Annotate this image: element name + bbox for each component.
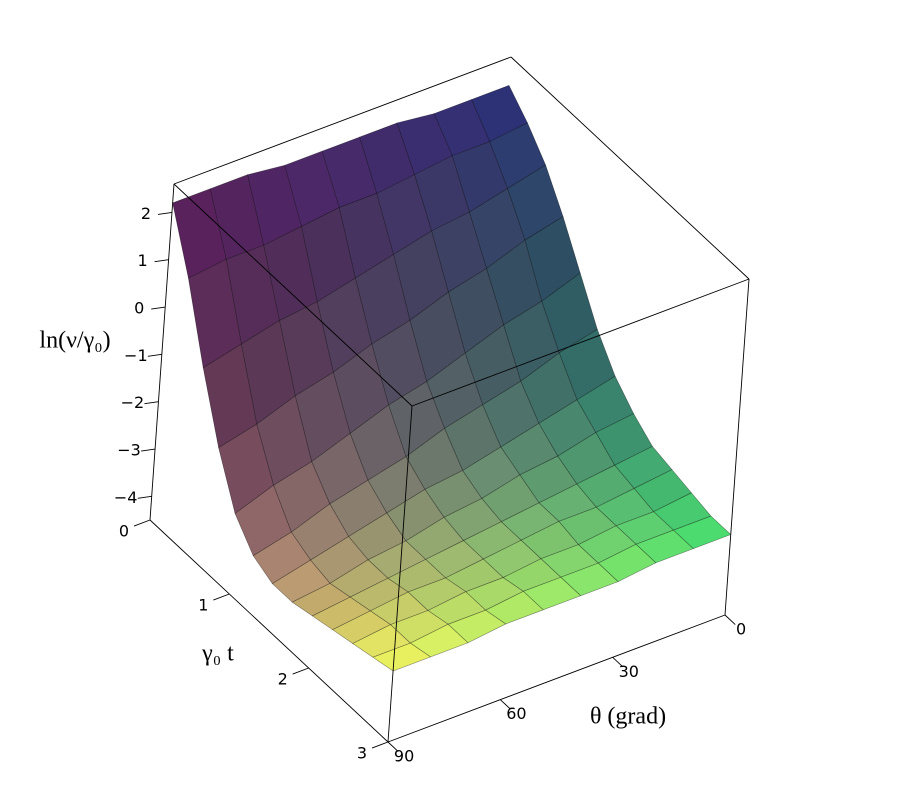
z-tick-label: −3 [117,441,141,460]
y-tick-label: 2 [278,669,288,688]
box-edge [387,614,726,743]
box-edge [387,405,413,743]
y-tick [133,519,151,527]
box-edge [411,278,750,407]
x-tick [612,657,624,668]
x-tick-label: 60 [506,704,526,723]
x-axis-title: θ (grad) [590,704,666,730]
y-tick-label: 3 [357,743,367,762]
y-axis-title: γ₀ t [201,641,234,667]
z-tick [157,211,173,215]
z-tick-label: 0 [134,299,144,318]
z-tick [141,448,156,452]
y-tick-label: 0 [119,521,129,540]
x-tick [387,741,399,752]
box-edge [173,56,512,185]
surface [172,85,732,672]
z-tick [144,401,159,405]
x-tick-label: 90 [394,747,414,766]
z-tick-label: 1 [137,251,147,270]
box-edge [173,183,413,407]
x-tick [724,614,736,625]
z-tick [154,259,169,263]
x-tick-label: 0 [736,620,746,639]
y-tick [292,667,309,675]
x-tick-label: 30 [619,662,639,681]
box-edge [149,519,389,743]
z-tick [137,495,152,499]
box-edge [510,56,750,280]
y-tick-label: 1 [198,595,208,614]
y-tick [371,741,389,749]
z-tick-label: −2 [121,393,145,412]
z-axis-title: ln(ν/γ₀) [39,328,110,354]
z-tick [147,353,162,357]
box-edge [149,183,175,521]
z-tick [151,306,166,310]
box-edge [724,278,750,616]
z-tick-label: 2 [141,204,151,223]
z-tick-label: −1 [124,346,148,365]
z-tick-label: −4 [114,488,138,507]
x-tick [500,699,511,710]
y-tick [213,593,230,601]
